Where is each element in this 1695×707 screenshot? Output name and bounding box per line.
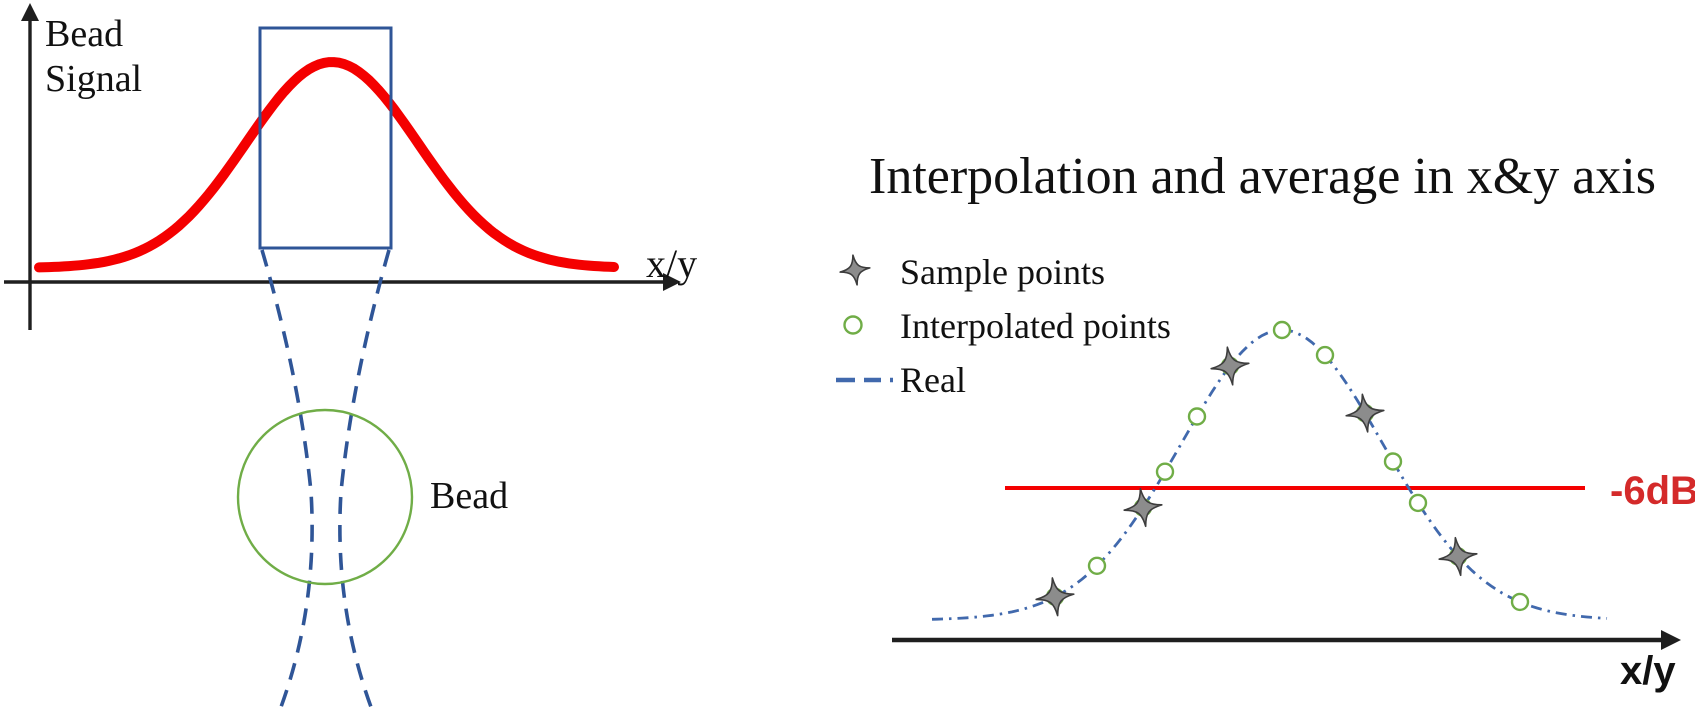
right-x-axis-label: x/y	[1620, 649, 1676, 693]
sample-point-star	[1210, 346, 1250, 386]
legend-label-interpolated-points: Interpolated points	[900, 306, 1171, 346]
beam-dashed-line-right	[338, 249, 391, 707]
interpolated-point	[1187, 407, 1207, 426]
sample-point-star	[1123, 487, 1163, 528]
right-x-axis-arrow	[1661, 630, 1681, 650]
sample-point-star	[1035, 577, 1075, 617]
legend-label-real: Real	[900, 360, 966, 400]
beam-dashed-line-left	[260, 249, 314, 707]
legend-row-real: Real	[820, 353, 1171, 407]
interpolated-point	[1408, 493, 1428, 513]
bead-signal-curve	[34, 57, 619, 273]
interpolated-circle-icon	[843, 315, 863, 335]
interpolated-point	[1510, 592, 1530, 612]
interpolated-point	[1087, 556, 1107, 575]
left-y-axis-label: Bead Signal	[45, 12, 142, 102]
legend-label-sample-points: Sample points	[900, 252, 1105, 292]
left-y-axis-arrow	[21, 3, 39, 21]
interpolated-point	[1155, 462, 1175, 481]
bead-label: Bead	[430, 475, 509, 517]
right-panel-title: Interpolation and average in x&y axis	[869, 148, 1656, 205]
sample-point-star	[1345, 393, 1385, 433]
sample-star-icon	[839, 254, 871, 286]
interpolated-point	[1383, 452, 1403, 471]
minus-6db-label: -6dB	[1610, 469, 1695, 513]
y-axis-label-line2: Signal	[45, 57, 143, 100]
legend: Sample points Interpolated points Real	[820, 245, 1171, 407]
legend-row-interpolated-points: Interpolated points	[820, 299, 1171, 353]
interpolated-point	[1315, 345, 1335, 365]
y-axis-label-line1: Bead	[45, 13, 124, 55]
roi-rectangle	[258, 26, 393, 250]
real-curve	[931, 328, 1608, 621]
left-panel	[4, 3, 681, 707]
left-x-axis-arrow	[663, 273, 681, 291]
left-x-axis-label: x/y	[646, 241, 698, 286]
sample-point-star	[1438, 536, 1478, 577]
interpolated-point	[1272, 320, 1292, 340]
right-panel	[892, 320, 1681, 650]
real-dash-icon	[836, 377, 900, 383]
bead-circle	[236, 408, 414, 586]
legend-row-sample-points: Sample points	[820, 245, 1171, 299]
